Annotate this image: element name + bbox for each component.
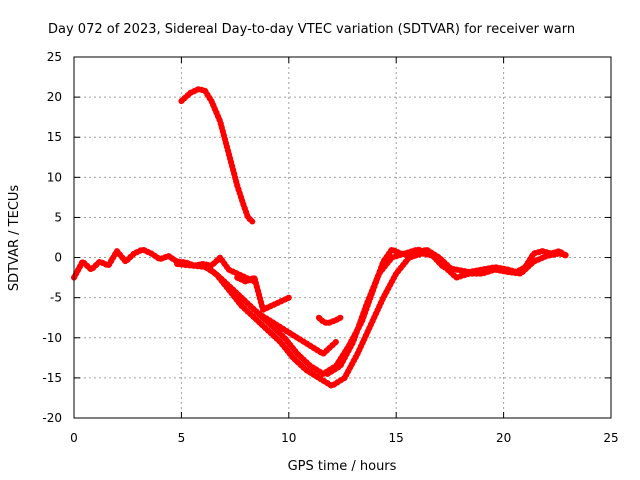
y-tick-label: -5 [50,291,62,305]
y-tick-label: -15 [42,371,62,385]
x-tick-labels: 0 5 10 15 20 25 [70,431,618,445]
y-tick-label: -20 [42,411,62,425]
y-tick-labels: -20 -15 -10 -5 0 5 10 15 20 25 [42,50,62,425]
x-axis-title: GPS time / hours [288,459,397,474]
y-tick-label: 0 [54,251,62,265]
series-track-f-points [315,314,344,327]
series-track-h-points [324,246,569,377]
y-tick-label: 25 [47,50,62,64]
x-tick-label: 0 [70,431,78,445]
series-track-d-points [199,250,438,389]
series-track-g-points [234,274,292,313]
x-tick-label: 15 [389,431,404,445]
plot-frame [73,56,612,419]
grid-lines [74,57,611,418]
x-tick-label: 10 [281,431,296,445]
series-track-a-points [178,86,256,225]
axis-ticks [73,56,612,419]
y-tick-label: -10 [42,331,62,345]
data-series [71,86,569,389]
x-tick-label: 5 [178,431,186,445]
y-tick-label: 20 [47,90,62,104]
series-track-i-points [427,248,569,275]
chart-title: Day 072 of 2023, Sidereal Day-to-day VTE… [48,22,575,37]
y-tick-label: 15 [47,130,62,144]
x-tick-label: 25 [603,431,618,445]
y-tick-label: 10 [47,170,62,184]
x-tick-label: 20 [496,431,511,445]
series-track-b-points [71,246,258,285]
y-axis-title: SDTVAR / TECUs [7,185,22,292]
y-tick-label: 5 [54,210,62,224]
